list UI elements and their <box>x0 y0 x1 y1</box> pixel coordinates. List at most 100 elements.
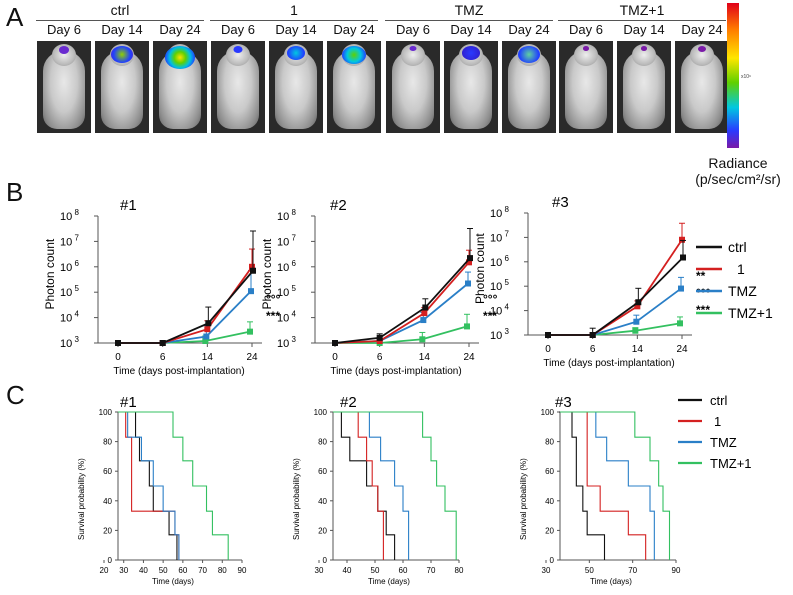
luminescence-signal <box>342 46 366 64</box>
radiance-colorbar <box>727 3 739 148</box>
data-point-ctrl <box>115 340 121 346</box>
luminescence-signal <box>233 46 243 53</box>
chart-c-title: #3 <box>555 394 572 411</box>
data-point-1 <box>376 337 383 344</box>
radiance-label-line1: Radiance <box>708 155 768 171</box>
data-point-TMZ <box>465 280 471 287</box>
y-tick-label: 0 <box>108 556 113 565</box>
x-tick-label: 30 <box>119 566 128 575</box>
significance-annotation: *** <box>696 303 710 317</box>
data-point-TMZ <box>678 285 684 292</box>
y-axis-label: Photon count <box>260 238 274 309</box>
y-tick-label: 10 8 <box>490 205 509 220</box>
mouse-image <box>269 41 323 133</box>
series-line-1 <box>334 261 470 344</box>
survival-curve-TMZ+1 <box>333 411 457 560</box>
y-tick-label: 10 3 <box>60 335 79 350</box>
y-tick-label: 80 <box>545 438 554 447</box>
legend-label: TMZ <box>728 283 757 299</box>
data-point-ctrl <box>205 320 212 327</box>
day-label: Day 6 <box>47 22 81 37</box>
x-tick-label: 6 <box>377 352 383 363</box>
mouse-image <box>444 41 498 133</box>
data-point-1 <box>249 263 255 270</box>
group-label-2: TMZ <box>454 2 484 18</box>
y-tick-label: 40 <box>545 497 554 506</box>
data-point-ctrl <box>680 254 686 261</box>
y-tick-label: 10 8 <box>60 208 79 223</box>
panel-a-letter: A <box>6 2 24 32</box>
chart-b-title: #2 <box>330 197 347 214</box>
survival-curve-TMZ+1 <box>560 411 671 560</box>
significance-annotation: *** <box>266 309 280 323</box>
y-tick-label: 10 7 <box>60 233 79 248</box>
mouse-image <box>327 41 381 133</box>
y-tick-label: 20 <box>545 526 554 535</box>
survival-curve-1 <box>333 411 384 560</box>
y-tick-label: 60 <box>103 467 112 476</box>
data-point-ctrl <box>250 267 256 274</box>
x-tick-label: 50 <box>371 566 380 575</box>
data-point-ctrl <box>159 340 166 346</box>
data-point-ctrl <box>467 255 473 262</box>
group-label-3: TMZ+1 <box>619 2 665 18</box>
x-tick-label: 70 <box>628 566 637 575</box>
data-point-TMZ+1 <box>632 327 639 334</box>
day-label: Day 6 <box>221 22 255 37</box>
series-line-1 <box>118 266 253 344</box>
significance-annotation: °°° <box>696 286 711 300</box>
mouse-image <box>211 41 265 133</box>
y-axis-label: Photon count <box>473 233 487 304</box>
y-tick-label: 10 6 <box>490 254 509 269</box>
x-tick-label: 14 <box>202 352 214 363</box>
data-point-ctrl <box>635 299 642 306</box>
luminescence-signal <box>409 46 417 52</box>
x-tick-label: 0 <box>545 344 551 355</box>
group-underline <box>36 20 204 21</box>
luminescence-signal <box>583 46 589 51</box>
luminescence-signal <box>111 46 133 63</box>
y-axis-label: Survival probability (%) <box>292 458 301 540</box>
y-tick-label: 10 4 <box>490 303 509 318</box>
data-point-TMZ <box>203 333 210 340</box>
y-tick-label: 10 3 <box>277 335 296 350</box>
y-tick-label: 10 6 <box>277 259 296 274</box>
mouse-image <box>153 41 207 133</box>
y-tick-label: 10 4 <box>277 310 296 325</box>
x-tick-label: 6 <box>590 344 596 355</box>
y-tick-label: 80 <box>103 438 112 447</box>
y-axis-label: Survival probability (%) <box>519 458 528 540</box>
chart-b-title: #1 <box>120 197 137 214</box>
day-label: Day 14 <box>450 22 492 37</box>
x-axis-label: Time (days) <box>152 577 194 586</box>
day-label: Day 24 <box>508 22 550 37</box>
series-line-TMZ <box>334 282 469 344</box>
colorbar-tick: x10⁶ <box>741 74 752 80</box>
data-point-ctrl <box>589 332 596 338</box>
legend-label: TMZ+1 <box>728 305 773 321</box>
x-tick-label: 60 <box>178 566 187 575</box>
day-label: Day 14 <box>275 22 317 37</box>
y-tick-label: 40 <box>103 497 112 506</box>
chart-b-title: #3 <box>552 194 569 211</box>
x-tick-label: 90 <box>238 566 247 575</box>
mouse-image <box>617 41 671 133</box>
x-tick-label: 0 <box>115 352 121 363</box>
significance-annotation: °°° <box>483 292 498 306</box>
series-line-ctrl <box>334 257 471 344</box>
mouse-image <box>559 41 613 133</box>
y-tick-label: 10 3 <box>490 327 509 342</box>
data-point-TMZ+1 <box>202 337 209 344</box>
legend-label: 1 <box>714 414 721 429</box>
data-point-1 <box>204 326 211 333</box>
x-tick-label: 6 <box>160 352 166 363</box>
x-tick-label: 24 <box>246 352 258 363</box>
group-underline <box>210 20 378 21</box>
x-tick-label: 30 <box>542 566 551 575</box>
luminescence-signal <box>165 46 195 69</box>
legend-label: TMZ+1 <box>710 456 752 471</box>
group-underline <box>385 20 553 21</box>
day-label: Day 6 <box>569 22 603 37</box>
